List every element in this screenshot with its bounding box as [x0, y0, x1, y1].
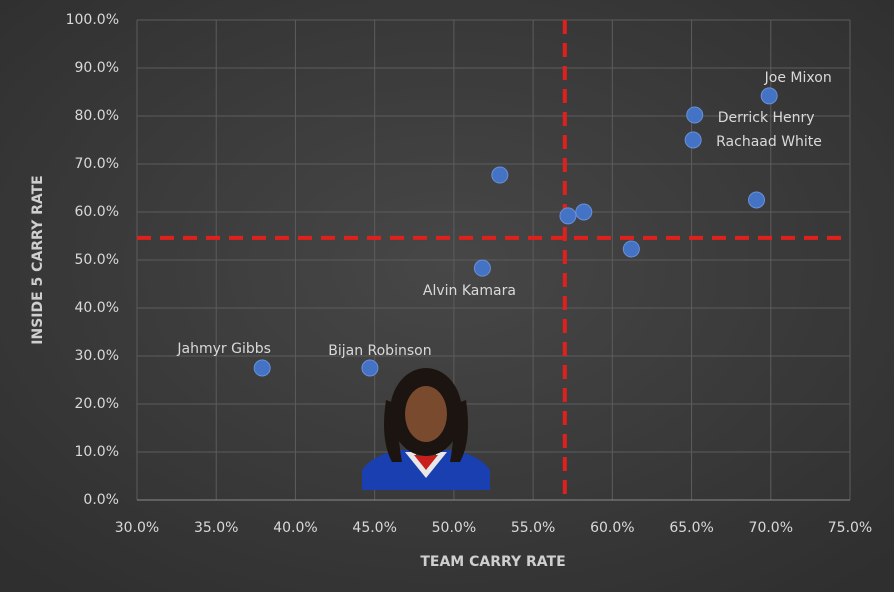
point — [473, 259, 491, 277]
y-tick-label: 60.0% — [75, 204, 119, 220]
point — [622, 240, 640, 258]
point-label: Joe Mixon — [764, 70, 832, 86]
x-tick-label: 40.0% — [273, 520, 317, 536]
y-tick-label: 20.0% — [75, 396, 119, 412]
point — [575, 203, 593, 221]
point — [559, 207, 577, 225]
x-tick-label: 75.0% — [828, 520, 872, 536]
y-axis-title: INSIDE 5 CARRY RATE — [30, 175, 46, 344]
y-tick-label: 30.0% — [75, 348, 119, 364]
y-tick-label: 100.0% — [66, 12, 119, 28]
hair-left — [384, 400, 402, 462]
collar-trim — [414, 455, 438, 470]
point-label: Rachaad White — [716, 134, 822, 150]
player-photo — [362, 368, 490, 490]
x-tick-label: 65.0% — [669, 520, 713, 536]
y-tick-label: 90.0% — [75, 60, 119, 76]
point-label: Alvin Kamara — [423, 283, 516, 299]
y-tick-label: 70.0% — [75, 156, 119, 172]
y-tick-label: 0.0% — [83, 492, 119, 508]
point-label: Jahmyr Gibbs — [176, 341, 271, 357]
point — [686, 106, 704, 124]
x-tick-label: 70.0% — [749, 520, 793, 536]
x-axis-title: TEAM CARRY RATE — [420, 554, 565, 570]
point — [361, 359, 379, 377]
y-tick-label: 50.0% — [75, 252, 119, 268]
point — [491, 166, 509, 184]
point — [253, 359, 271, 377]
points — [253, 87, 778, 377]
y-tick-label: 80.0% — [75, 108, 119, 124]
x-tick-label: 60.0% — [590, 520, 634, 536]
y-tick-label: 10.0% — [75, 444, 119, 460]
x-tick-label: 45.0% — [352, 520, 396, 536]
point — [748, 191, 766, 209]
y-tick-label: 40.0% — [75, 300, 119, 316]
x-tick-label: 55.0% — [511, 520, 555, 536]
point — [684, 131, 702, 149]
x-tick-label: 35.0% — [194, 520, 238, 536]
x-tick-label: 50.0% — [432, 520, 476, 536]
point-label: Bijan Robinson — [328, 343, 431, 359]
x-tick-label: 30.0% — [115, 520, 159, 536]
hair-right — [450, 400, 468, 462]
reference-lines — [137, 20, 850, 500]
point — [760, 87, 778, 105]
face — [405, 386, 447, 442]
point-label: Derrick Henry — [718, 110, 815, 126]
